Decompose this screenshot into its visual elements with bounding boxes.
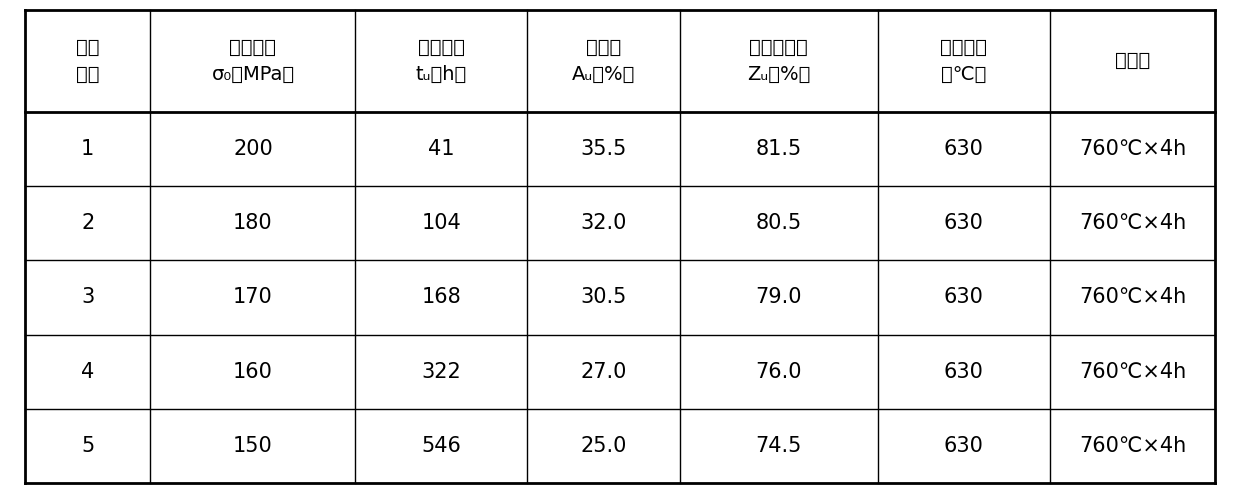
Text: 80.5: 80.5 — [755, 213, 802, 233]
Text: 168: 168 — [422, 287, 461, 307]
Text: 630: 630 — [944, 362, 983, 382]
Text: 180: 180 — [233, 213, 273, 233]
Text: 760℃×4h: 760℃×4h — [1079, 139, 1187, 159]
Text: 5: 5 — [81, 436, 94, 456]
Text: 35.5: 35.5 — [580, 139, 626, 159]
Text: 1: 1 — [81, 139, 94, 159]
Text: 322: 322 — [422, 362, 461, 382]
Text: 4: 4 — [81, 362, 94, 382]
Text: 630: 630 — [944, 436, 983, 456]
Text: 630: 630 — [944, 139, 983, 159]
Text: 150: 150 — [233, 436, 273, 456]
Text: 30.5: 30.5 — [580, 287, 626, 307]
Text: 2: 2 — [81, 213, 94, 233]
Text: 630: 630 — [944, 287, 983, 307]
Text: 170: 170 — [233, 287, 273, 307]
Text: 32.0: 32.0 — [580, 213, 626, 233]
Text: 104: 104 — [422, 213, 461, 233]
Text: 破断时间
tᵤ（h）: 破断时间 tᵤ（h） — [415, 38, 467, 83]
Text: 760℃×4h: 760℃×4h — [1079, 436, 1187, 456]
Text: 200: 200 — [233, 139, 273, 159]
Text: 546: 546 — [422, 436, 461, 456]
Text: 断面收缩率
Zᵤ（%）: 断面收缩率 Zᵤ（%） — [746, 38, 811, 83]
Text: 81.5: 81.5 — [755, 139, 802, 159]
Text: 79.0: 79.0 — [755, 287, 802, 307]
Text: 760℃×4h: 760℃×4h — [1079, 362, 1187, 382]
Text: 160: 160 — [233, 362, 273, 382]
Text: 630: 630 — [944, 213, 983, 233]
Text: 25.0: 25.0 — [580, 436, 626, 456]
Text: 初始应力
σ₀（MPa）: 初始应力 σ₀（MPa） — [211, 38, 295, 83]
Text: 41: 41 — [428, 139, 455, 159]
Text: 热处理: 热处理 — [1115, 51, 1151, 70]
Text: 74.5: 74.5 — [755, 436, 802, 456]
Text: 试验温度
（℃）: 试验温度 （℃） — [940, 38, 987, 83]
Text: 760℃×4h: 760℃×4h — [1079, 287, 1187, 307]
Text: 76.0: 76.0 — [755, 362, 802, 382]
Text: 3: 3 — [81, 287, 94, 307]
Text: 延伸率
Aᵤ（%）: 延伸率 Aᵤ（%） — [572, 38, 635, 83]
Text: 试样
编号: 试样 编号 — [76, 38, 99, 83]
Text: 27.0: 27.0 — [580, 362, 626, 382]
Text: 760℃×4h: 760℃×4h — [1079, 213, 1187, 233]
